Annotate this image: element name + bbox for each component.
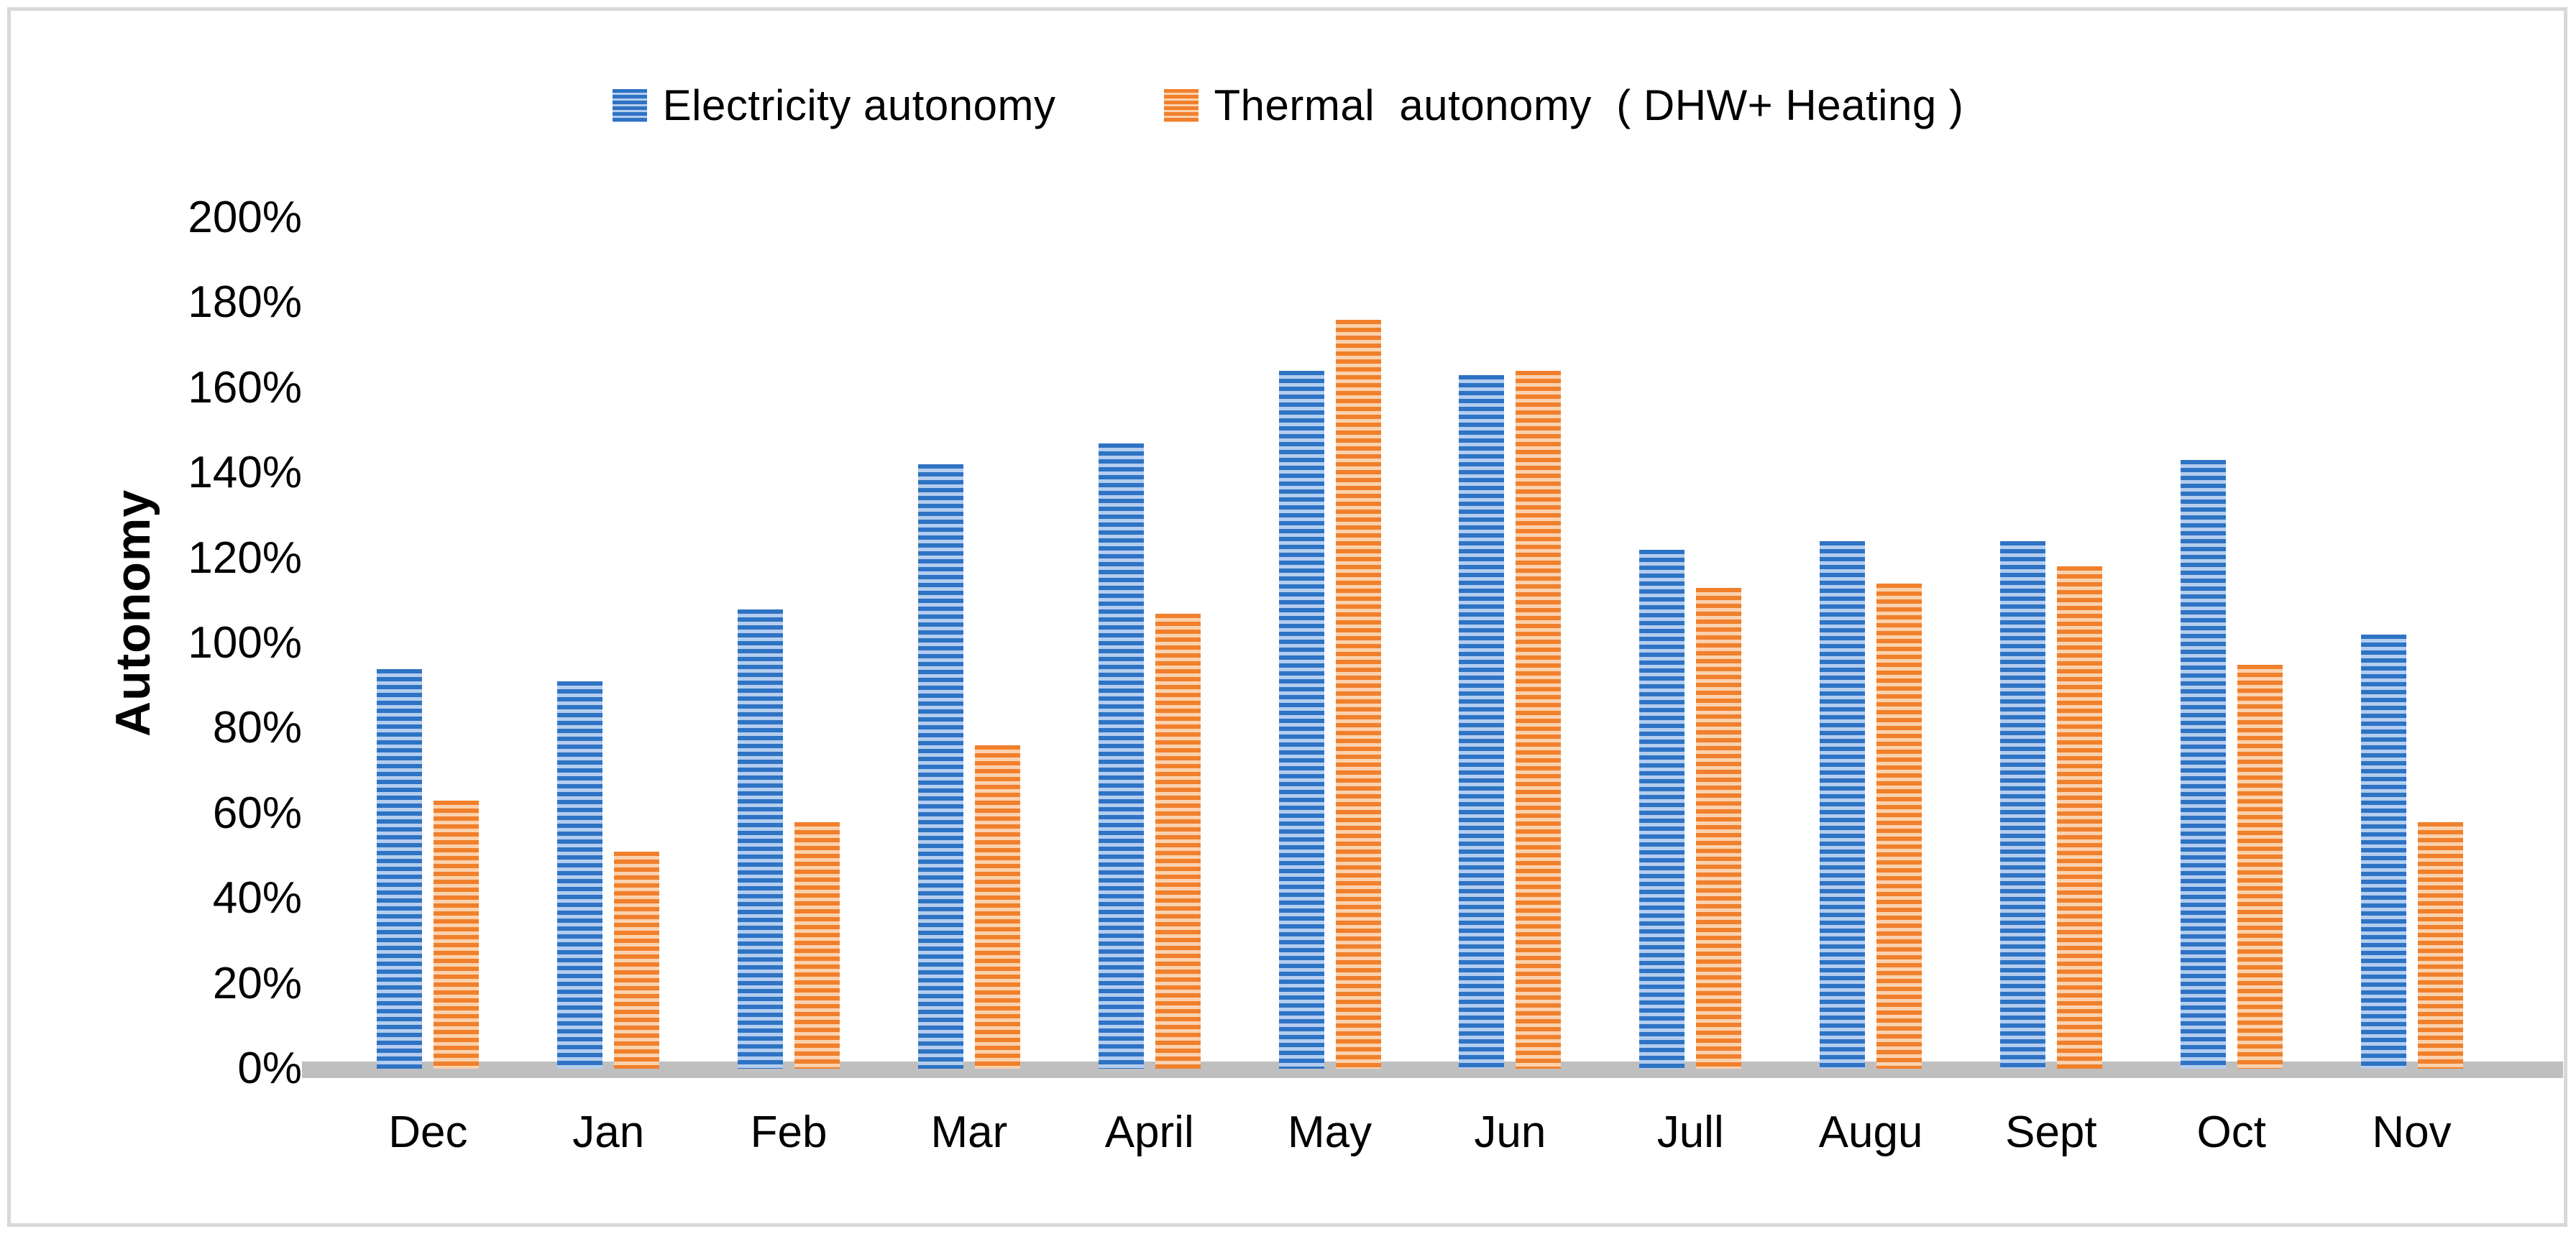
bar-group-may bbox=[1239, 218, 1420, 1069]
y-tick-label: 120% bbox=[188, 533, 302, 583]
x-tick-label-mar: Mar bbox=[930, 1108, 1008, 1157]
x-tick-label-jan: Jan bbox=[572, 1108, 645, 1157]
bar-group-jan bbox=[518, 218, 699, 1069]
electricity-bar-oct bbox=[2180, 460, 2226, 1069]
electricity-bar-dec bbox=[377, 668, 423, 1069]
electricity-bar-jun bbox=[1459, 375, 1505, 1069]
plot-area bbox=[338, 218, 2502, 1069]
x-tick-label-augu: Augu bbox=[1818, 1108, 1923, 1157]
y-tick-label: 60% bbox=[212, 788, 302, 838]
electricity-bar-may bbox=[1278, 371, 1324, 1069]
legend-item-thermal: Thermal autonomy ( DHW+ Heating ) bbox=[1163, 80, 1964, 130]
y-tick-label: 0% bbox=[237, 1044, 302, 1093]
electricity-bar-sept bbox=[1999, 540, 2045, 1069]
x-axis-category-labels: Dec Jan Feb Mar April May Jun Jull Augu Sept Oct No… bbox=[338, 1107, 2502, 1158]
thermal-bar-feb bbox=[794, 821, 840, 1069]
bar-group-augu bbox=[1781, 218, 1961, 1069]
y-tick-label: 160% bbox=[188, 362, 302, 413]
legend-item-electricity: Electricity autonomy bbox=[612, 80, 1056, 130]
x-axis-line bbox=[302, 1062, 2563, 1078]
x-tick-label-jull: Jull bbox=[1656, 1108, 1724, 1157]
y-tick-label: 80% bbox=[212, 703, 302, 753]
bar-group-jun bbox=[1420, 218, 1600, 1069]
electricity-bar-feb bbox=[738, 609, 784, 1069]
thermal-bar-jull bbox=[1696, 588, 1742, 1069]
thermal-bar-mar bbox=[974, 745, 1020, 1069]
thermal-bar-april bbox=[1155, 613, 1201, 1069]
y-tick-label: 40% bbox=[212, 873, 302, 924]
x-tick-label-april: April bbox=[1104, 1108, 1194, 1157]
thermal-bar-nov bbox=[2417, 821, 2463, 1069]
x-tick-label-sept: Sept bbox=[2005, 1108, 2097, 1157]
x-tick-label-feb: Feb bbox=[750, 1108, 828, 1157]
legend-swatch-thermal-icon bbox=[1163, 88, 1198, 122]
thermal-bar-oct bbox=[2237, 664, 2283, 1069]
x-tick-label-oct: Oct bbox=[2196, 1108, 2266, 1157]
x-tick-label-dec: Dec bbox=[388, 1108, 468, 1157]
thermal-bar-jun bbox=[1516, 371, 1562, 1069]
electricity-bar-april bbox=[1098, 443, 1144, 1069]
x-tick-label-jun: Jun bbox=[1474, 1108, 1546, 1157]
bar-group-mar bbox=[879, 218, 1059, 1069]
x-tick-label-may: May bbox=[1287, 1108, 1372, 1157]
electricity-bar-nov bbox=[2360, 635, 2406, 1069]
thermal-bar-sept bbox=[2056, 566, 2102, 1069]
thermal-bar-may bbox=[1335, 320, 1381, 1069]
electricity-bar-mar bbox=[917, 464, 963, 1069]
electricity-bar-augu bbox=[1820, 540, 1866, 1069]
bar-group-dec bbox=[338, 218, 518, 1069]
chart-legend: Electricity autonomy Thermal autonomy ( … bbox=[0, 80, 2576, 130]
thermal-bar-jan bbox=[614, 852, 660, 1069]
electricity-bar-jull bbox=[1639, 549, 1685, 1069]
bar-group-jull bbox=[1600, 218, 1781, 1069]
bar-group-nov bbox=[2321, 218, 2502, 1069]
legend-label-electricity: Electricity autonomy bbox=[662, 81, 1056, 129]
y-tick-label: 100% bbox=[188, 618, 302, 668]
bar-group-april bbox=[1059, 218, 1239, 1069]
thermal-bar-dec bbox=[434, 801, 480, 1069]
thermal-bar-augu bbox=[1876, 584, 1922, 1069]
bar-group-sept bbox=[1961, 218, 2141, 1069]
y-tick-label: 140% bbox=[188, 448, 302, 498]
legend-swatch-electricity-icon bbox=[612, 88, 647, 122]
y-tick-label: 20% bbox=[212, 958, 302, 1008]
y-tick-label: 200% bbox=[188, 193, 302, 242]
x-tick-label-nov: Nov bbox=[2372, 1108, 2452, 1157]
electricity-bar-jan bbox=[557, 681, 603, 1069]
bar-group-feb bbox=[699, 218, 879, 1069]
y-tick-label: 180% bbox=[188, 277, 302, 328]
legend-label-thermal: Thermal autonomy ( DHW+ Heating ) bbox=[1214, 81, 1964, 129]
bar-group-oct bbox=[2141, 218, 2321, 1069]
